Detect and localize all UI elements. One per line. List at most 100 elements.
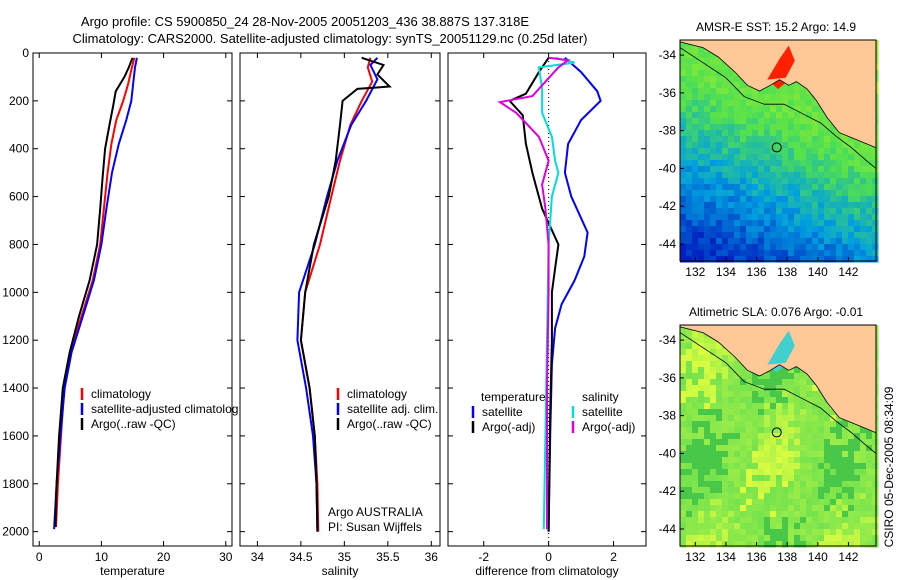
ocean-cell [764, 475, 771, 482]
ocean-cell [716, 463, 723, 470]
ocean-cell [848, 238, 855, 245]
ocean-cell [752, 148, 759, 155]
ocean-cell [752, 523, 759, 530]
ocean-cell [824, 499, 831, 506]
ocean-cell [824, 142, 831, 149]
ocean-cell [686, 433, 693, 440]
ocean-cell [788, 178, 795, 185]
credit-text: CSIRO 05-Dec-2005 08:34:09 [882, 386, 896, 547]
ocean-cell [806, 391, 813, 398]
ocean-cell [800, 148, 807, 155]
ocean-cell [764, 160, 771, 167]
ocean-cell [698, 391, 705, 398]
ocean-cell [770, 463, 777, 470]
ocean-cell [776, 493, 783, 500]
ocean-cell [686, 463, 693, 470]
ocean-cell [800, 118, 807, 125]
ocean-cell [692, 355, 699, 362]
ocean-cell [854, 250, 861, 257]
ocean-cell [680, 118, 687, 125]
ocean-cell [788, 238, 795, 245]
series-temp_sat [547, 57, 602, 532]
ocean-cell [680, 46, 687, 53]
ocean-cell [788, 184, 795, 191]
ocean-cell [746, 541, 753, 548]
ocean-cell [692, 118, 699, 125]
ocean-cell [680, 421, 687, 428]
ocean-cell [872, 487, 879, 494]
ocean-cell [716, 427, 723, 434]
ocean-cell [770, 379, 777, 386]
ocean-cell [686, 220, 693, 227]
ocean-cell [704, 403, 711, 410]
ocean-cell [686, 391, 693, 398]
ocean-cell [740, 487, 747, 494]
ocean-cell [752, 238, 759, 245]
ocean-cell [818, 214, 825, 221]
ocean-cell [722, 451, 729, 458]
ocean-cell [860, 439, 867, 446]
ocean-cell [836, 505, 843, 512]
ocean-cell [776, 469, 783, 476]
ocean-cell [770, 256, 777, 263]
ocean-cell [800, 451, 807, 458]
ocean-cell [734, 136, 741, 143]
ocean-cell [734, 88, 741, 95]
ocean-cell [782, 487, 789, 494]
ocean-cell [848, 499, 855, 506]
ocean-cell [746, 232, 753, 239]
ocean-cell [716, 367, 723, 374]
ocean-cell [782, 148, 789, 155]
ocean-cell [812, 118, 819, 125]
ocean-cell [740, 214, 747, 221]
ocean-cell [710, 130, 717, 137]
ocean-cell [776, 427, 783, 434]
ocean-cell [788, 493, 795, 500]
ocean-cell [710, 106, 717, 113]
ocean-cell [740, 541, 747, 548]
map-x-tick-label: 136 [747, 550, 767, 564]
ocean-cell [824, 415, 831, 422]
ocean-cell [746, 142, 753, 149]
ocean-cell [698, 463, 705, 470]
ocean-cell [812, 433, 819, 440]
map-y-tick-label: -36 [659, 371, 677, 385]
ocean-cell [806, 427, 813, 434]
y-tick-label: 1400 [2, 381, 29, 395]
map-y-tick-label: -36 [659, 86, 677, 100]
ocean-cell [782, 415, 789, 422]
ocean-cell [752, 232, 759, 239]
ocean-cell [806, 463, 813, 470]
ocean-cell [704, 397, 711, 404]
ocean-cell [746, 535, 753, 542]
ocean-cell [680, 355, 687, 362]
ocean-cell [710, 409, 717, 416]
ocean-cell [698, 499, 705, 506]
ocean-cell [764, 202, 771, 209]
ocean-cell [692, 523, 699, 530]
ocean-cell [722, 367, 729, 374]
ocean-cell [782, 385, 789, 392]
ocean-cell [824, 511, 831, 518]
ocean-cell [854, 172, 861, 179]
ocean-cell [740, 385, 747, 392]
ocean-cell [728, 397, 735, 404]
ocean-cell [734, 112, 741, 119]
ocean-cell [770, 535, 777, 542]
ocean-cell [848, 463, 855, 470]
ocean-cell [848, 214, 855, 221]
ocean-cell [716, 361, 723, 368]
ocean-cell [728, 130, 735, 137]
ocean-cell [830, 196, 837, 203]
ocean-cell [704, 433, 711, 440]
ocean-cell [758, 535, 765, 542]
ocean-cell [698, 481, 705, 488]
ocean-cell [686, 244, 693, 251]
ocean-cell [698, 349, 705, 356]
ocean-cell [806, 148, 813, 155]
ocean-cell [716, 148, 723, 155]
ocean-cell [686, 421, 693, 428]
ocean-cell [740, 112, 747, 119]
profile-panels: 0 10 20 30020040060080010001200140016001800… [2, 46, 647, 578]
ocean-cell [776, 124, 783, 131]
